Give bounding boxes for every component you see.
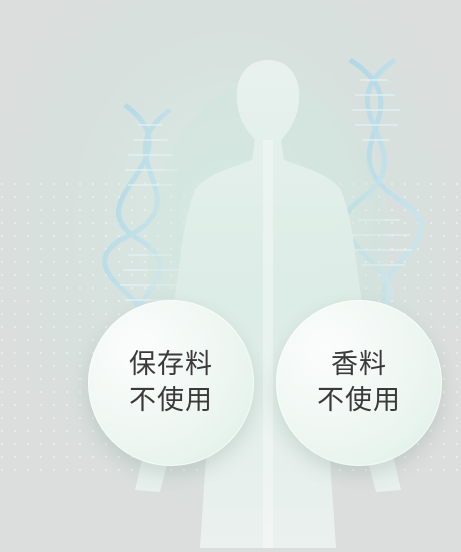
badge-no-fragrance: 香料 不使用 (276, 300, 442, 466)
badge-no-preservatives: 保存料 不使用 (88, 300, 254, 466)
badge-text-line1: 香料 (331, 349, 387, 380)
dna-right (342, 57, 424, 323)
badge-text-line2: 不使用 (317, 385, 401, 416)
badge-text-line2: 不使用 (129, 385, 213, 416)
badge-text-line1: 保存料 (129, 349, 213, 380)
